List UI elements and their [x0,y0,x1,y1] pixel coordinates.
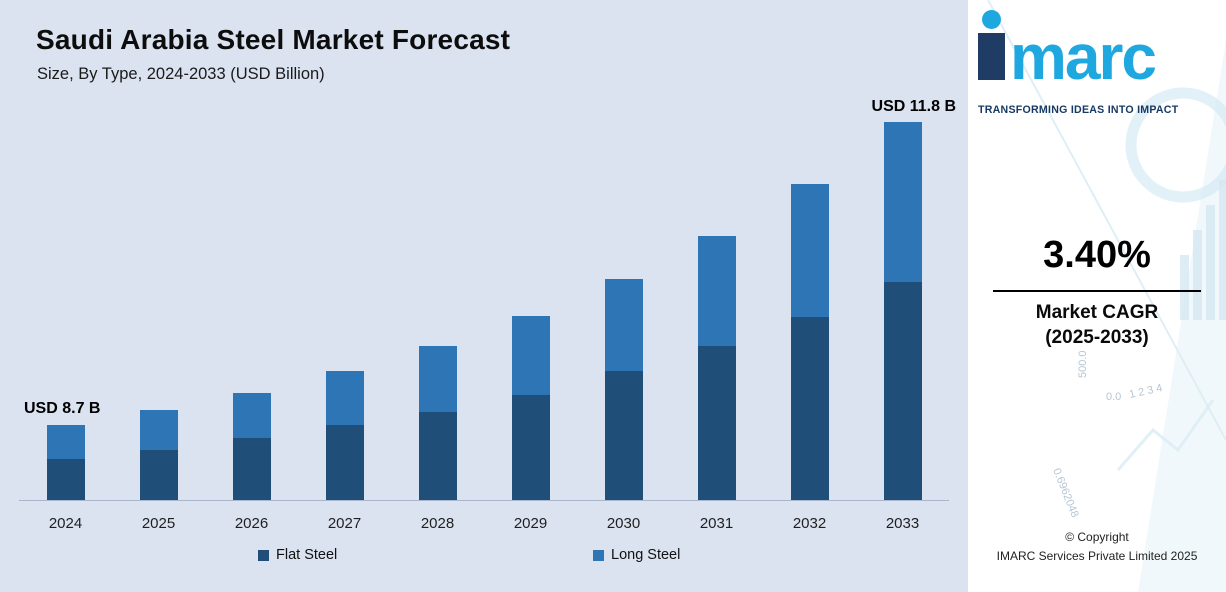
bar-segment-flat-steel [418,412,457,500]
sidebar: 500.0 0.0 1 2 3 4 0.6962048 marc TRANSFO… [968,0,1226,592]
bar-slot [112,110,205,500]
copyright-line1: © Copyright [1065,530,1129,544]
bar-slot [763,110,856,500]
page-subtitle: Size, By Type, 2024-2033 (USD Billion) [37,65,325,83]
annotation-2024-value: USD 8.7 B [24,400,101,417]
x-axis-label: 2024 [48,515,83,532]
bar-slot [670,110,763,500]
x-axis-label: 2026 [234,515,269,532]
bar-2027 [325,371,364,500]
bar-segment-flat-steel [46,459,85,500]
bar-slot [577,110,670,500]
bar-segment-flat-steel [511,395,550,500]
bar-slot [205,110,298,500]
x-axis-label: 2028 [420,515,455,532]
bar-2031 [697,236,736,500]
x-axis-label: 2033 [885,515,920,532]
imarc-logo: marc [978,10,1157,93]
bar-segment-long-steel [139,410,178,450]
cagr-value: 3.40% [1043,234,1151,276]
x-axis: 2024 2025 2026 2027 2028 2029 2030 2031 2032 2033 [19,500,949,532]
chart-panel: Saudi Arabia Steel Market Forecast Size,… [0,0,968,592]
bar-segment-flat-steel [139,450,178,500]
cagr-label: Market CAGR (2025-2033) [968,301,1226,350]
decor-number: 0.0 [1106,391,1121,403]
bar-segment-flat-steel [697,346,736,500]
bar-slot [298,110,391,500]
x-axis-label: 2030 [606,515,641,532]
flat-steel-swatch [258,549,269,561]
long-steel-swatch [593,549,604,561]
bar-slot [856,110,949,500]
x-axis-label: 2027 [327,515,362,532]
bar-segment-long-steel [790,184,829,317]
chart-legend: Flat Steel Long Steel [0,547,968,573]
decor-number: 0.6962048 [1050,467,1081,520]
cagr-divider [993,290,1201,292]
bar-segment-long-steel [46,425,85,459]
page-title: Saudi Arabia Steel Market Forecast [36,24,511,55]
imarc-logo-dot-icon [982,10,1001,29]
bar-2030 [604,279,643,500]
x-axis-label: 2025 [141,515,176,532]
bar-segment-flat-steel [232,438,271,500]
legend-item-long-steel: Long Steel [593,547,680,563]
bar-segment-long-steel [418,346,457,412]
bar-slot [484,110,577,500]
legend-label-long-steel: Long Steel [611,547,681,563]
bars-area [19,110,949,500]
copyright: © Copyright IMARC Services Private Limit… [968,528,1226,565]
bar-2032 [790,184,829,500]
x-axis-label: 2031 [699,515,734,532]
legend-label-flat-steel: Flat Steel [276,547,338,563]
cagr-label-line1: Market CAGR [1035,302,1159,323]
bar-segment-flat-steel [325,425,364,500]
imarc-logo-i-icon [978,10,1005,80]
bar-segment-long-steel [604,279,643,371]
imarc-logo-bar-icon [978,33,1005,80]
bar-2029 [511,316,550,500]
bar-2026 [232,393,271,500]
x-axis-label: 2029 [513,515,548,532]
legend-item-flat-steel: Flat Steel [258,547,337,563]
cagr-label-line2: (2025-2033) [1045,326,1149,348]
bar-2025 [139,410,178,500]
decor-number: 1 2 3 4 [1128,382,1163,401]
bar-segment-flat-steel [883,282,922,500]
bar-segment-long-steel [883,122,922,282]
bar-segment-long-steel [232,393,271,438]
copyright-line2: IMARC Services Private Limited 2025 [996,548,1198,563]
annotation-2033-value: USD 11.8 B [871,98,956,115]
bar-slot [19,110,112,500]
imarc-logo-text: marc [1010,20,1157,93]
decor-number: 500.0 [1077,350,1089,378]
bar-2033 [883,122,922,500]
bar-segment-long-steel [325,371,364,425]
bar-segment-long-steel [697,236,736,346]
bar-segment-flat-steel [790,317,829,500]
bar-2024 [46,425,85,500]
bar-2028 [418,346,457,500]
bar-segment-long-steel [511,316,550,395]
bar-segment-flat-steel [604,371,643,500]
x-axis-label: 2032 [792,515,827,532]
imarc-tagline: TRANSFORMING IDEAS INTO IMPACT [978,104,1179,116]
decor-line-chart-icon [1116,399,1215,471]
bar-slot [391,110,484,500]
